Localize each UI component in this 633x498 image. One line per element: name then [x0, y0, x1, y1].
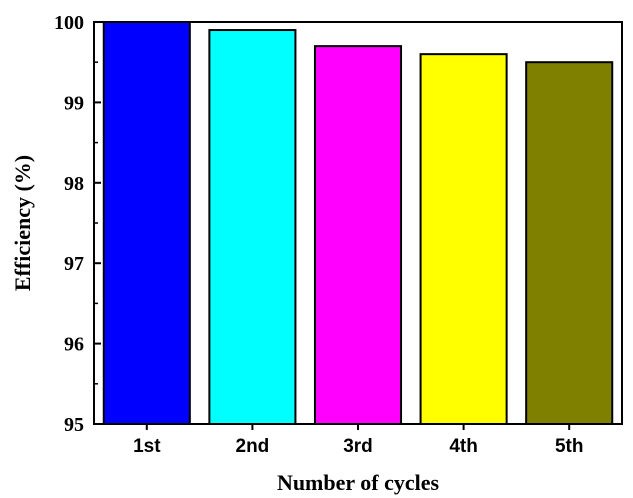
y-tick-label: 99 — [64, 92, 84, 114]
y-tick-label: 95 — [64, 414, 84, 436]
x-axis-ticks: 1st 2nd 3rd 4th 5th — [133, 424, 583, 457]
plot-frame — [93, 21, 623, 425]
bar-3rd — [313, 45, 403, 426]
x-tick-label: 2nd — [236, 436, 270, 457]
x-tick-label: 4th — [449, 436, 478, 457]
y-tick-label: 96 — [64, 334, 84, 356]
x-axis-title: Number of cycles — [277, 470, 440, 495]
bar-4th — [419, 53, 508, 425]
x-tick-label: 3rd — [343, 436, 373, 457]
y-tick-label: 98 — [64, 173, 84, 195]
x-tick-label: 1st — [133, 436, 161, 457]
y-axis-title: Efficiency (%) — [10, 155, 35, 291]
y-axis-ticks: 95 96 97 98 99 100 — [54, 12, 101, 436]
bar-1st — [102, 21, 191, 425]
bar-2nd — [208, 29, 297, 425]
x-tick-label: 5th — [555, 436, 584, 457]
bars — [102, 21, 614, 426]
y-tick-label: 97 — [64, 253, 84, 275]
bar-5th — [525, 61, 614, 425]
y-tick-label: 100 — [54, 12, 84, 34]
